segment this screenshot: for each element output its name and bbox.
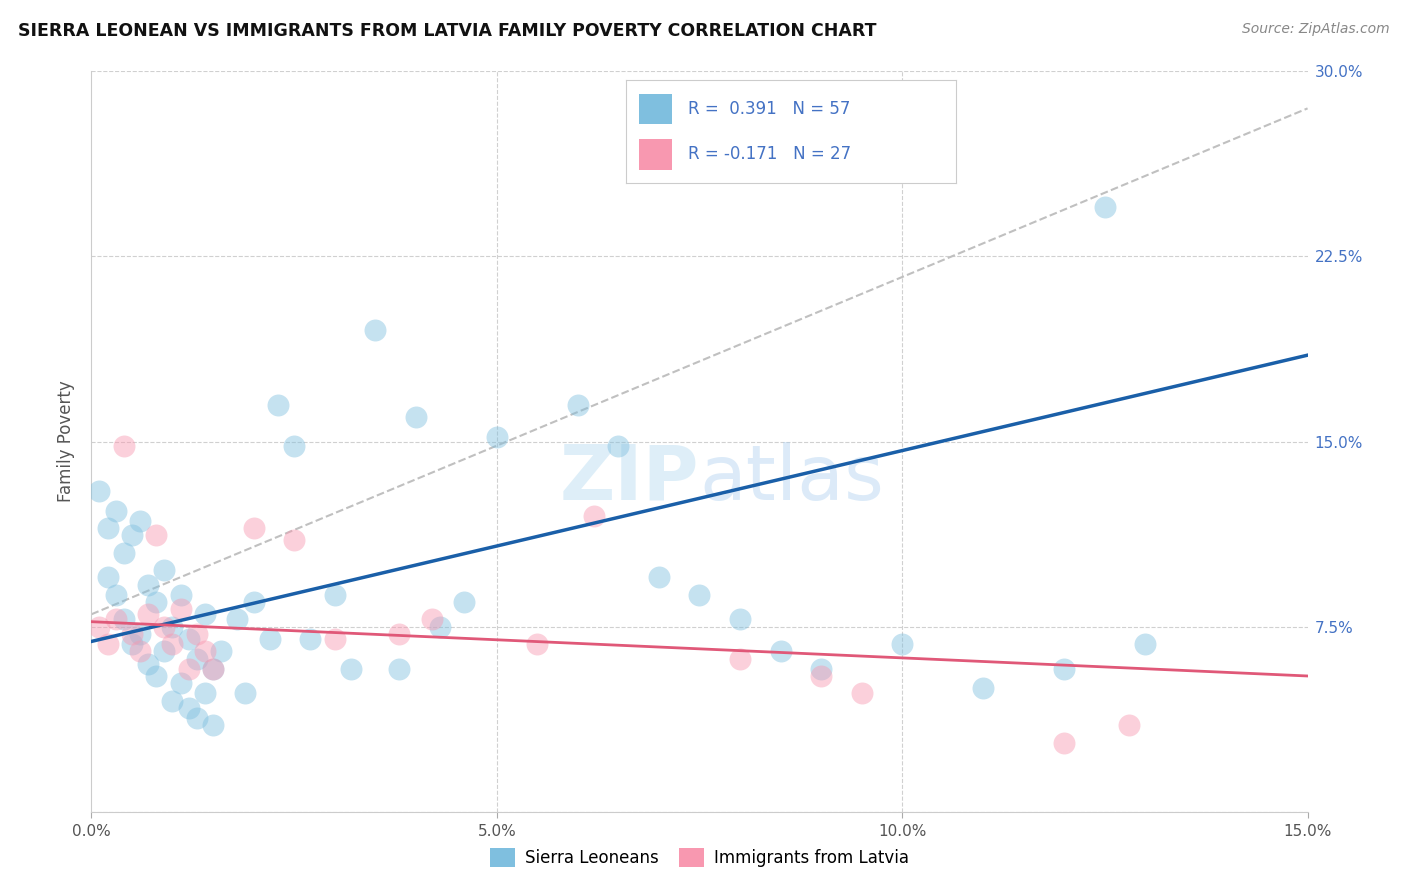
Point	[162, 637, 184, 651]
Point	[1094, 200, 1116, 214]
Point	[485, 429, 508, 443]
Point	[169, 588, 191, 602]
Point	[299, 632, 322, 646]
Point	[283, 440, 305, 454]
Point	[388, 627, 411, 641]
Point	[242, 595, 264, 609]
Text: atlas: atlas	[699, 442, 884, 516]
Point	[323, 588, 346, 602]
Point	[194, 607, 217, 622]
Point	[97, 637, 120, 651]
Point	[169, 676, 191, 690]
Point	[129, 644, 152, 658]
Point	[104, 612, 127, 626]
Point	[267, 397, 290, 411]
Point	[153, 619, 176, 633]
Point	[323, 632, 346, 646]
Point	[728, 651, 751, 665]
Point	[186, 711, 208, 725]
Point	[136, 657, 159, 671]
Point	[104, 588, 127, 602]
Point	[769, 644, 792, 658]
Point	[526, 637, 548, 651]
Point	[1135, 637, 1157, 651]
Point	[104, 503, 127, 517]
Point	[153, 563, 176, 577]
Point	[607, 440, 630, 454]
Point	[235, 686, 257, 700]
Point	[810, 662, 832, 676]
Point	[1053, 736, 1076, 750]
Point	[194, 644, 217, 658]
Point	[145, 595, 167, 609]
Text: R = -0.171   N = 27: R = -0.171 N = 27	[689, 145, 852, 163]
Legend: Sierra Leoneans, Immigrants from Latvia: Sierra Leoneans, Immigrants from Latvia	[484, 842, 915, 874]
Point	[121, 637, 143, 651]
Point	[89, 619, 111, 633]
Point	[202, 718, 225, 732]
Point	[364, 324, 387, 338]
Point	[728, 612, 751, 626]
Point	[177, 632, 200, 646]
Point	[226, 612, 249, 626]
Point	[129, 627, 152, 641]
Point	[972, 681, 994, 696]
Point	[129, 514, 152, 528]
Point	[202, 662, 225, 676]
Point	[429, 619, 451, 633]
Point	[162, 694, 184, 708]
Point	[112, 546, 135, 560]
Point	[89, 483, 111, 498]
Point	[145, 669, 167, 683]
Text: SIERRA LEONEAN VS IMMIGRANTS FROM LATVIA FAMILY POVERTY CORRELATION CHART: SIERRA LEONEAN VS IMMIGRANTS FROM LATVIA…	[18, 22, 877, 40]
Point	[405, 409, 427, 424]
Point	[177, 701, 200, 715]
Point	[186, 627, 208, 641]
Point	[153, 644, 176, 658]
Point	[688, 588, 710, 602]
Point	[186, 651, 208, 665]
Point	[453, 595, 475, 609]
Bar	[638, 139, 672, 169]
Text: ZIP: ZIP	[560, 442, 699, 516]
Point	[567, 397, 589, 411]
Point	[136, 577, 159, 591]
Point	[388, 662, 411, 676]
Point	[169, 602, 191, 616]
Point	[97, 521, 120, 535]
Point	[420, 612, 443, 626]
Point	[891, 637, 914, 651]
Point	[177, 662, 200, 676]
Point	[810, 669, 832, 683]
Point	[1053, 662, 1076, 676]
Point	[1118, 718, 1140, 732]
Point	[202, 662, 225, 676]
Point	[136, 607, 159, 622]
Point	[112, 440, 135, 454]
Point	[112, 612, 135, 626]
Point	[145, 528, 167, 542]
Point	[121, 627, 143, 641]
Point	[121, 528, 143, 542]
Point	[648, 570, 671, 584]
Point	[259, 632, 281, 646]
Point	[194, 686, 217, 700]
Point	[209, 644, 232, 658]
Point	[162, 619, 184, 633]
Point	[340, 662, 363, 676]
Point	[583, 508, 606, 523]
Point	[97, 570, 120, 584]
Point	[242, 521, 264, 535]
Text: Source: ZipAtlas.com: Source: ZipAtlas.com	[1241, 22, 1389, 37]
Point	[283, 533, 305, 548]
Bar	[638, 94, 672, 124]
Text: R =  0.391   N = 57: R = 0.391 N = 57	[689, 100, 851, 118]
Point	[851, 686, 873, 700]
Y-axis label: Family Poverty: Family Poverty	[58, 381, 76, 502]
